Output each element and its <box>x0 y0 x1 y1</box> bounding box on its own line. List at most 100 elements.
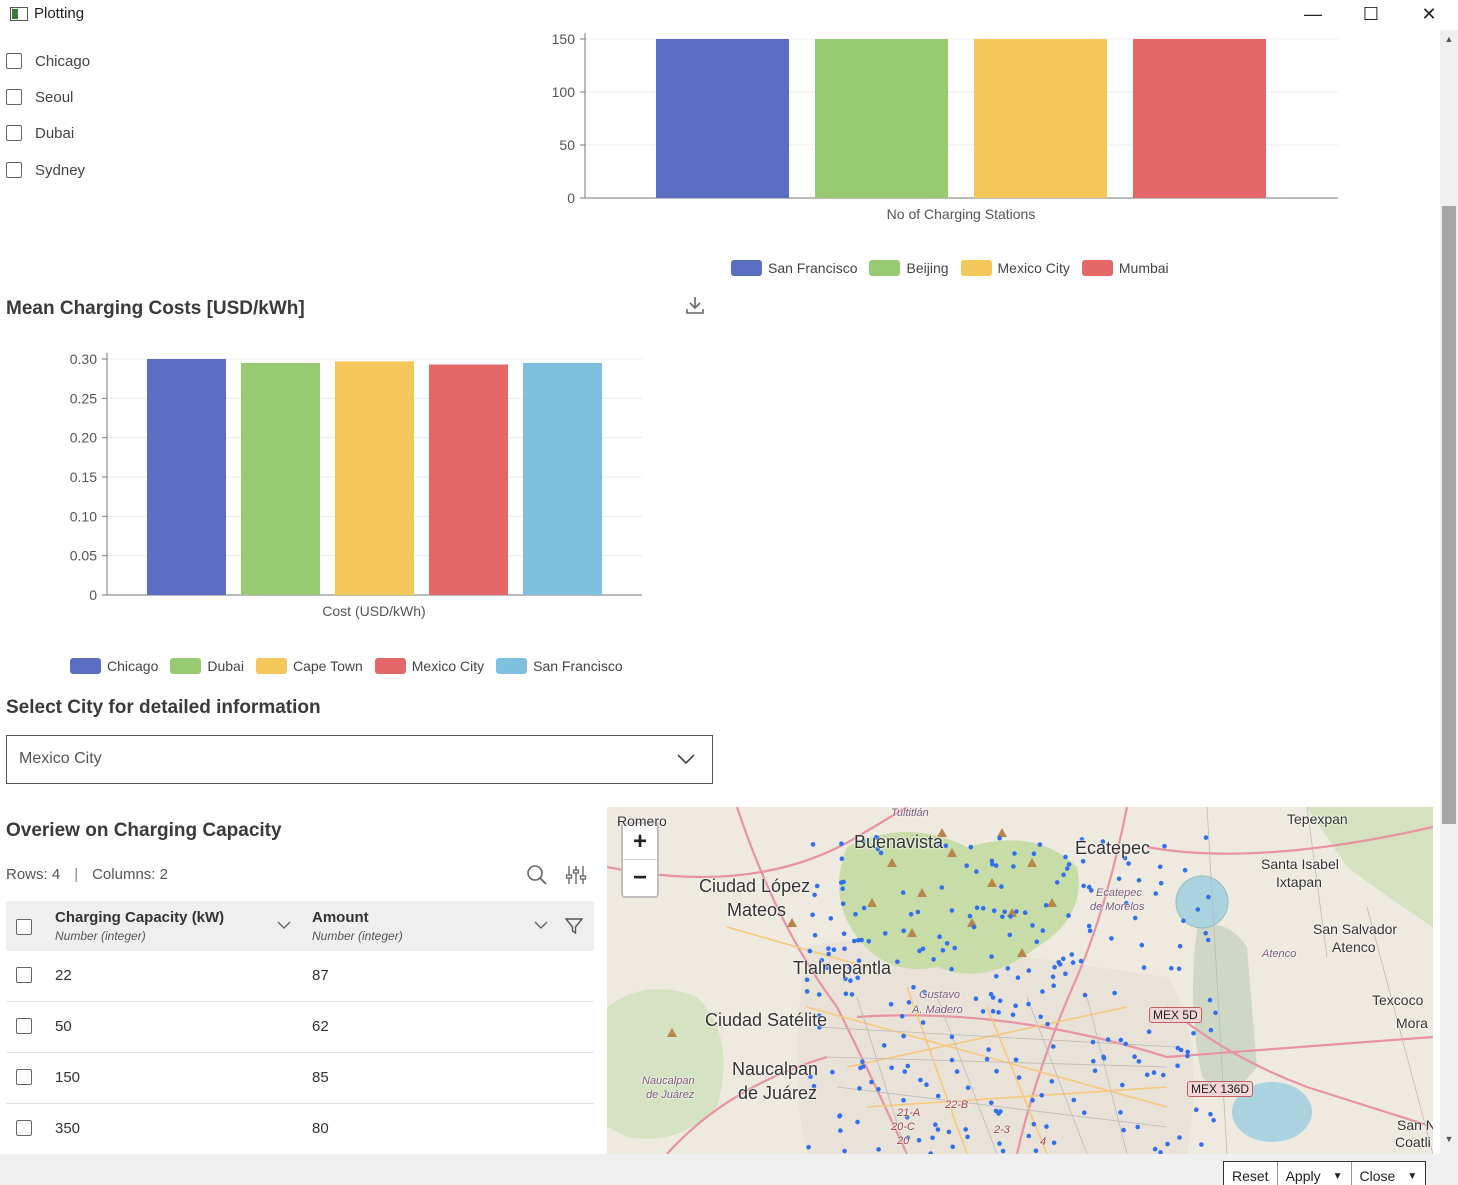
table-row[interactable]: 22 87 <box>6 951 594 1002</box>
city-checkbox-seoul[interactable]: Seoul <box>6 87 73 107</box>
city-label: Seoul <box>35 88 74 106</box>
column-header-capacity[interactable]: Charging Capacity (kW) Number (integer) <box>55 909 224 943</box>
charging-station-marker <box>1177 1135 1182 1140</box>
x-axis-label: Cost (USD/kWh) <box>322 603 425 619</box>
charging-station-marker <box>900 890 906 895</box>
charging-station-marker <box>1194 1107 1199 1112</box>
charging-station-marker <box>1040 928 1046 933</box>
legend-item[interactable]: Mexico City <box>960 260 1070 276</box>
charging-station-marker <box>1066 913 1071 918</box>
charging-station-marker <box>1091 1058 1096 1064</box>
charging-station-marker <box>1122 855 1128 861</box>
charging-station-marker <box>935 1093 941 1099</box>
table-row[interactable]: 50 62 <box>6 1002 594 1053</box>
maximize-button[interactable]: ☐ <box>1362 3 1380 24</box>
map-tiles <box>607 807 1433 1154</box>
charging-station-marker <box>842 946 847 952</box>
legend-item[interactable]: Cape Town <box>255 658 363 674</box>
row-checkbox[interactable] <box>16 1018 32 1034</box>
cost-chart-title: Mean Charging Costs [USD/kWh] <box>6 298 305 319</box>
map-label: Ciudad Satélite <box>705 1010 828 1030</box>
close-window-button[interactable]: ✕ <box>1421 3 1437 24</box>
charging-station-marker <box>1185 1053 1190 1059</box>
charging-station-marker <box>1132 915 1138 921</box>
charging-station-marker <box>804 977 810 983</box>
charging-station-marker <box>916 1137 922 1143</box>
map-label: Coatli <box>1395 1134 1431 1150</box>
map-view[interactable]: + − Romero Tultitlán Buenavista Ecatepec… <box>607 807 1433 1154</box>
legend-item[interactable]: Mexico City <box>374 658 485 674</box>
dialog-buttons: Reset Apply ▼ Close ▼ <box>1223 1161 1427 1185</box>
table-row[interactable]: 350 80 <box>6 1104 594 1155</box>
apply-button[interactable]: Apply ▼ <box>1278 1162 1352 1185</box>
map-label: Ecatepec <box>1075 838 1151 858</box>
legend-label: Mexico City <box>411 658 485 674</box>
select-all-checkbox[interactable] <box>16 919 32 935</box>
legend-item[interactable]: San Francisco <box>496 658 623 674</box>
chevron-down-icon[interactable] <box>533 919 549 931</box>
charging-station-marker <box>859 937 864 943</box>
y-tick-label: 50 <box>559 137 575 153</box>
charging-station-marker <box>1034 939 1040 944</box>
legend-item[interactable]: San Francisco <box>731 260 857 276</box>
map-label: Ciudad López <box>699 876 811 896</box>
checkbox[interactable] <box>6 53 22 69</box>
minimize-button[interactable]: — <box>1304 3 1322 24</box>
filter-icon[interactable] <box>564 916 584 936</box>
scroll-down-arrow-icon[interactable]: ▼ <box>1444 1134 1454 1144</box>
road-number: 20-C <box>891 1121 915 1133</box>
charging-station-marker <box>1031 851 1037 856</box>
legend-item[interactable]: Chicago <box>70 658 158 674</box>
legend-item[interactable]: Dubai <box>170 658 244 674</box>
charging-station-marker <box>904 1115 910 1120</box>
legend-item[interactable]: Beijing <box>869 260 949 276</box>
legend-label: Mexico City <box>997 260 1070 276</box>
charging-station-marker <box>949 1034 955 1040</box>
y-tick-label: 0.10 <box>70 508 97 524</box>
charging-station-marker <box>1109 936 1114 941</box>
charging-station-marker <box>1135 1124 1140 1130</box>
vertical-scrollbar[interactable]: ▲ ▼ <box>1440 30 1458 1154</box>
zoom-in-button[interactable]: + <box>623 824 657 860</box>
charging-station-marker <box>1207 997 1213 1003</box>
reset-button[interactable]: Reset <box>1224 1162 1278 1185</box>
charging-station-marker <box>965 1085 971 1090</box>
legend-label: Chicago <box>107 658 159 674</box>
charging-station-marker <box>1191 1031 1196 1036</box>
charging-station-marker <box>984 1056 990 1062</box>
zoom-out-button[interactable]: − <box>632 864 647 891</box>
download-icon[interactable] <box>684 294 706 316</box>
bar-mexico-city <box>974 39 1107 198</box>
search-icon[interactable] <box>526 864 548 886</box>
charging-station-marker <box>831 947 837 952</box>
charging-station-marker <box>1086 923 1092 929</box>
road-number: 22-B <box>945 1099 969 1111</box>
table-row[interactable]: 150 85 <box>6 1053 594 1104</box>
close-button[interactable]: Close ▼ <box>1352 1162 1426 1185</box>
checkbox[interactable] <box>6 125 22 141</box>
charging-station-marker <box>949 966 954 972</box>
column-header-amount[interactable]: Amount Number (integer) <box>312 909 403 943</box>
charging-station-marker <box>1030 923 1035 928</box>
row-checkbox[interactable] <box>16 1120 32 1136</box>
scroll-up-arrow-icon[interactable]: ▲ <box>1444 34 1454 44</box>
checkbox[interactable] <box>6 162 22 178</box>
chevron-down-icon[interactable] <box>276 919 292 931</box>
charging-station-marker <box>1063 854 1068 860</box>
scrollbar-thumb[interactable] <box>1442 206 1456 824</box>
sliders-icon[interactable] <box>565 864 587 886</box>
city-checkbox-chicago[interactable]: Chicago <box>6 51 90 71</box>
checkbox[interactable] <box>6 89 22 105</box>
charging-station-marker <box>1092 1068 1098 1073</box>
row-checkbox[interactable] <box>16 1069 32 1085</box>
apply-label: Apply <box>1285 1168 1321 1184</box>
row-checkbox[interactable] <box>16 967 32 983</box>
city-checkbox-dubai[interactable]: Dubai <box>6 123 74 143</box>
legend-item[interactable]: Mumbai <box>1081 260 1169 276</box>
legend-swatch <box>70 658 101 674</box>
city-select-dropdown[interactable]: Mexico City <box>6 735 713 784</box>
charging-station-marker <box>905 1135 911 1140</box>
city-checkbox-sydney[interactable]: Sydney <box>6 160 85 180</box>
charging-station-marker <box>1086 884 1092 890</box>
charging-station-marker <box>1165 1141 1170 1147</box>
